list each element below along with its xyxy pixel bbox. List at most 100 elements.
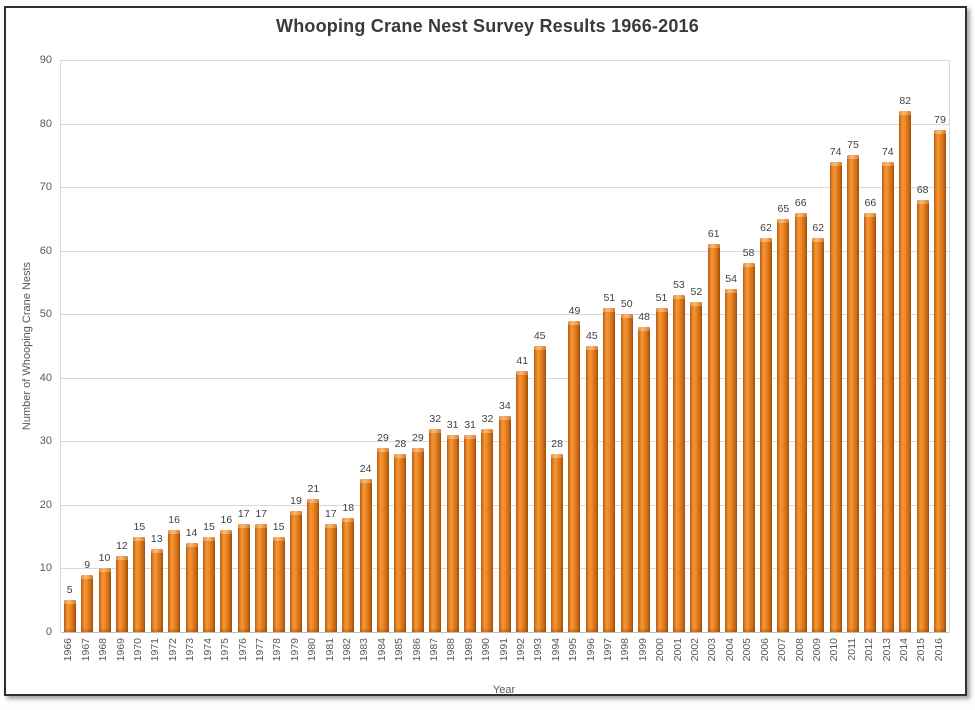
bar-1985 [394,454,407,632]
x-tick-cell: 2010 [826,638,843,682]
bar-slot: 52 [688,60,705,632]
bar-value-label: 45 [533,330,546,342]
bar-slot: 14 [183,60,200,632]
bar-top-highlight [881,161,894,166]
bar-value-label: 58 [742,247,755,260]
y-tick-label: 60 [39,244,52,257]
x-tick-label: 2008 [793,638,806,662]
bar-2015 [916,199,929,632]
bar-2001 [672,295,685,632]
bar-top-highlight [220,530,233,535]
bar-value-label: 31 [464,418,476,431]
y-tick-label: 70 [39,181,52,194]
bar-2014 [899,110,912,632]
x-tick-cell: 2014 [896,638,913,682]
bar-slot: 15 [270,60,287,632]
bar-value-label: 17 [324,507,337,520]
bar-slot: 15 [200,60,217,632]
bar-slot: 41 [514,60,531,632]
bar-top-highlight [307,498,320,503]
bar-top-highlight [342,517,355,522]
bar-value-label: 51 [603,291,616,304]
bar-value-label: 17 [237,507,250,520]
x-tick-label: 1969 [114,638,127,662]
x-tick-cell: 1973 [182,638,199,682]
bar-2004 [725,288,738,632]
x-tick-cell: 1989 [460,638,477,682]
bar-1992 [516,371,529,632]
bar-1981 [324,523,337,632]
x-axis-baseline [61,632,949,633]
x-tick-label: 1980 [306,638,319,662]
bar-slot: 10 [96,60,113,632]
bar-slot: 12 [113,60,130,632]
bar-slot: 45 [531,60,548,632]
bar-slot: 32 [427,60,444,632]
bar-value-label: 14 [185,527,198,540]
bar-top-highlight [638,326,651,331]
bar-1999 [638,326,651,632]
bar-top-highlight [237,523,250,528]
x-tick-label: 1973 [184,638,197,662]
bar-slot: 29 [374,60,391,632]
x-tick-label: 1994 [549,638,562,662]
x-tick-cell: 1994 [547,638,564,682]
bar-1974 [202,536,215,632]
x-tick-cell: 2013 [878,638,895,682]
bar-2006 [759,237,772,632]
bar-top-highlight [794,212,807,217]
bar-top-highlight [742,263,755,268]
x-tick-cell: 1970 [130,638,147,682]
x-tick-cell: 1969 [112,638,129,682]
bar-top-highlight [377,447,390,452]
bar-slot: 17 [322,60,339,632]
x-tick-label: 1996 [584,638,597,662]
bar-1994 [551,454,564,632]
y-tick-label: 50 [39,308,52,321]
bar-slot: 49 [566,60,583,632]
bar-value-label: 15 [272,520,285,533]
bar-value-label: 16 [168,514,180,527]
gridline [61,250,949,252]
bar-top-highlight [464,434,477,439]
x-tick-label: 1985 [393,638,406,662]
bar-top-highlight [620,314,633,319]
bar-slot: 51 [653,60,670,632]
bar-top-highlight [446,434,459,439]
bar-1993 [533,346,546,632]
bar-top-highlight [411,447,424,452]
x-tick-cell: 2011 [843,638,860,682]
bar-value-label: 28 [551,438,563,451]
x-tick-label: 1990 [480,638,493,662]
bar-top-highlight [690,301,703,306]
x-tick-cell: 1974 [199,638,216,682]
bar-top-highlight [585,346,598,350]
x-tick-label: 1971 [149,638,162,662]
x-tick-label: 2013 [880,638,893,662]
bar-value-label: 68 [916,183,929,196]
y-tick-label: 10 [39,562,52,575]
x-tick-label: 2001 [671,638,684,662]
x-tick-label: 2006 [758,638,771,662]
bar-value-label: 13 [150,533,163,546]
bar-1986 [411,447,424,632]
bar-slot: 54 [722,60,739,632]
bar-value-label: 50 [620,298,633,311]
x-tick-cell: 1988 [443,638,460,682]
x-tick-cell: 1999 [634,638,651,682]
bar-slot: 50 [618,60,635,632]
x-tick-label: 2002 [689,638,702,662]
x-tick-cell: 1981 [321,638,338,682]
x-tick-cell: 2008 [791,638,808,682]
bar-top-highlight [672,295,685,300]
x-tick-label: 1978 [271,638,284,662]
bar-value-label: 66 [794,196,807,209]
x-tick-cell: 1997 [600,638,617,682]
y-tick-label: 40 [39,371,52,384]
x-tick-cell: 1979 [286,638,303,682]
bar-2013 [881,161,894,632]
bar-1982 [342,517,355,632]
bar-2000 [655,307,668,632]
bar-slot: 34 [496,60,513,632]
